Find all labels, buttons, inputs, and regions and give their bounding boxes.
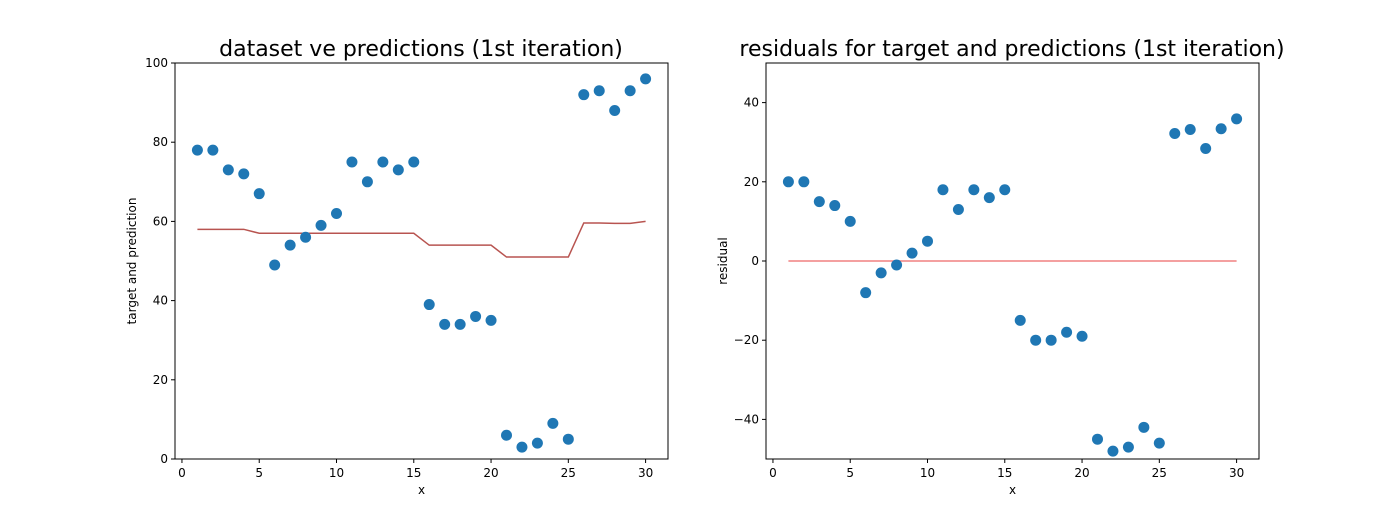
plot-frame	[174, 62, 669, 460]
data-point	[875, 267, 887, 279]
data-point	[423, 299, 435, 311]
data-point	[531, 437, 543, 449]
y-tick-label: 20	[153, 373, 168, 387]
y-tick-label: 40	[744, 96, 759, 110]
data-point	[1092, 433, 1103, 445]
data-point	[377, 156, 389, 168]
data-point	[361, 176, 373, 188]
right-chart: residuals for target and predictions (1s…	[716, 37, 1285, 497]
x-tick-label: 15	[406, 466, 421, 480]
data-point	[829, 200, 841, 212]
data-point	[253, 188, 265, 200]
data-point	[1184, 124, 1196, 136]
chart-title: residuals for target and predictions (1s…	[739, 37, 1284, 62]
y-tick-label: −40	[734, 412, 759, 426]
data-point	[392, 164, 404, 176]
y-tick-label: 100	[145, 56, 168, 70]
data-point	[952, 204, 964, 216]
data-point	[1231, 113, 1243, 125]
data-point	[284, 239, 296, 251]
y-tick-label: 40	[153, 294, 168, 308]
x-axis-label: x	[1009, 483, 1016, 497]
data-point	[1215, 123, 1227, 135]
x-tick-label: 30	[638, 466, 653, 480]
data-point	[207, 144, 219, 156]
y-axis-label: target and prediction	[125, 198, 139, 325]
data-point	[813, 196, 825, 208]
data-point	[844, 215, 856, 227]
x-tick-label: 25	[1152, 466, 1167, 480]
data-point	[269, 259, 281, 271]
data-point	[1169, 127, 1181, 139]
data-point	[1045, 334, 1057, 346]
data-point	[485, 314, 497, 326]
data-point	[609, 105, 621, 117]
x-tick-label: 5	[846, 466, 854, 480]
data-point	[1138, 421, 1150, 433]
data-point	[516, 441, 528, 453]
data-point	[191, 144, 203, 156]
data-point	[624, 85, 636, 97]
data-point	[922, 235, 933, 247]
data-point	[501, 429, 512, 441]
y-tick-label: 20	[744, 175, 759, 189]
data-point	[547, 417, 559, 429]
data-point	[937, 184, 949, 196]
data-point	[315, 219, 327, 231]
prediction-line	[197, 220, 646, 258]
data-point	[331, 207, 342, 219]
data-point	[238, 168, 250, 180]
data-point	[346, 156, 358, 168]
data-point	[1014, 314, 1026, 326]
data-point	[593, 85, 605, 97]
data-point	[454, 318, 466, 330]
data-point	[968, 184, 980, 196]
data-point	[1200, 143, 1212, 155]
x-tick-label: 5	[255, 466, 263, 480]
y-tick-label: 60	[153, 214, 168, 228]
y-tick-label: 0	[751, 254, 759, 268]
data-point	[640, 73, 652, 85]
data-point	[906, 247, 918, 259]
y-tick-label: 0	[160, 452, 168, 466]
data-point	[562, 433, 574, 445]
x-tick-label: 0	[178, 466, 186, 480]
data-point	[1153, 437, 1165, 449]
x-tick-label: 10	[920, 466, 935, 480]
x-tick-label: 25	[561, 466, 576, 480]
x-tick-label: 20	[1074, 466, 1089, 480]
left-chart: dataset ve predictions (1st iteration) 0 5…	[125, 37, 669, 497]
x-tick-label: 20	[483, 466, 498, 480]
data-point	[983, 192, 995, 204]
data-point	[578, 89, 590, 101]
data-point	[1076, 330, 1088, 342]
data-point	[300, 231, 312, 243]
data-point	[1061, 326, 1073, 338]
data-point	[408, 156, 420, 168]
chart-title: dataset ve predictions (1st iteration)	[219, 37, 623, 62]
data-point	[222, 164, 234, 176]
y-tick-label: 80	[153, 135, 168, 149]
x-tick-label: 10	[329, 466, 344, 480]
data-point	[1122, 441, 1134, 453]
y-tick-label: −20	[734, 333, 759, 347]
data-point	[439, 318, 451, 330]
data-point	[1030, 334, 1042, 346]
data-point	[782, 176, 794, 188]
x-axis-label: x	[418, 483, 425, 497]
data-point	[860, 287, 872, 299]
data-point	[891, 259, 903, 271]
data-point	[999, 184, 1011, 196]
x-tick-label: 0	[769, 466, 777, 480]
y-axis-label: residual	[716, 237, 730, 285]
data-point	[470, 310, 482, 322]
data-point	[1107, 445, 1119, 457]
x-tick-label: 30	[1229, 466, 1244, 480]
data-point	[798, 176, 810, 188]
x-tick-label: 15	[997, 466, 1012, 480]
